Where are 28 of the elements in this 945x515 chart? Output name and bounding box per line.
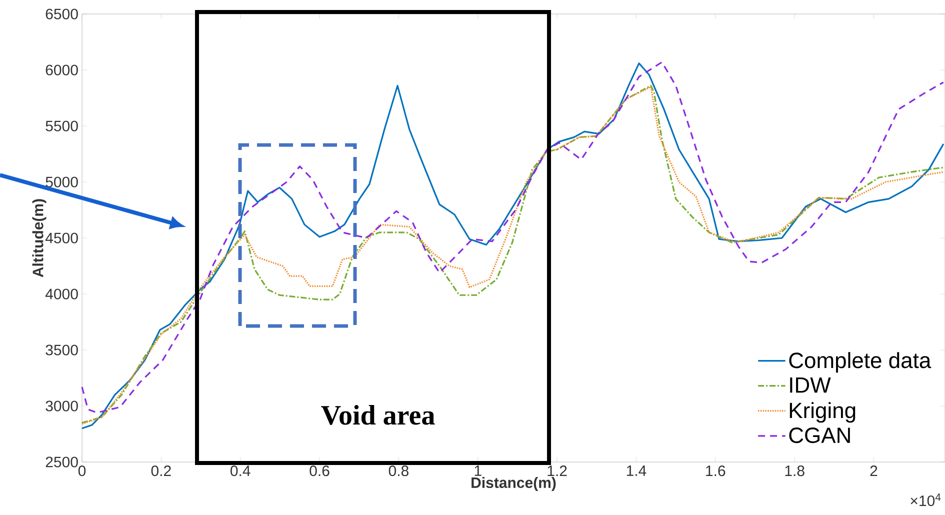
annotation: Void area	[321, 405, 435, 425]
x-tick-label: 0.2	[151, 466, 171, 476]
x-tick-label: 1.2	[548, 466, 567, 476]
x-tick-label: 0.8	[388, 466, 408, 476]
x-tick-label: 1.6	[706, 466, 726, 476]
y-tick-label: 6000	[46, 64, 78, 76]
y-tick-label: 4000	[45, 288, 78, 300]
y-tick-label: 4500	[45, 232, 78, 244]
x-tick-label: 0.6	[310, 466, 330, 476]
x-tick-label: 1.4	[626, 466, 646, 476]
legend-label: Complete data	[789, 352, 932, 373]
legend-label: Kriging	[790, 402, 856, 423]
y-tick-label: 5000	[46, 176, 78, 188]
x-tick-label: 0.4	[230, 466, 250, 476]
x-tick-label: 1	[474, 466, 482, 476]
y-tick-label: 6500	[46, 8, 78, 20]
y-axis-title: Altitude(m)	[32, 199, 46, 278]
text: ×10$^{4}$	[910, 494, 941, 506]
y-tick-label: 3000	[46, 400, 78, 412]
y-tick-label: 3500	[46, 344, 78, 356]
x-axis-title: Distance(m)	[472, 476, 556, 491]
legend-label: IDW	[790, 377, 831, 393]
legend-label: CGAN	[789, 428, 850, 444]
x-tick-label: 0	[78, 466, 86, 476]
y-tick-label: 2500	[46, 456, 78, 468]
x-tick-label: 1.8	[785, 466, 804, 476]
y-tick-label: 5500	[46, 120, 78, 132]
x-tick-label: 2	[870, 466, 878, 476]
